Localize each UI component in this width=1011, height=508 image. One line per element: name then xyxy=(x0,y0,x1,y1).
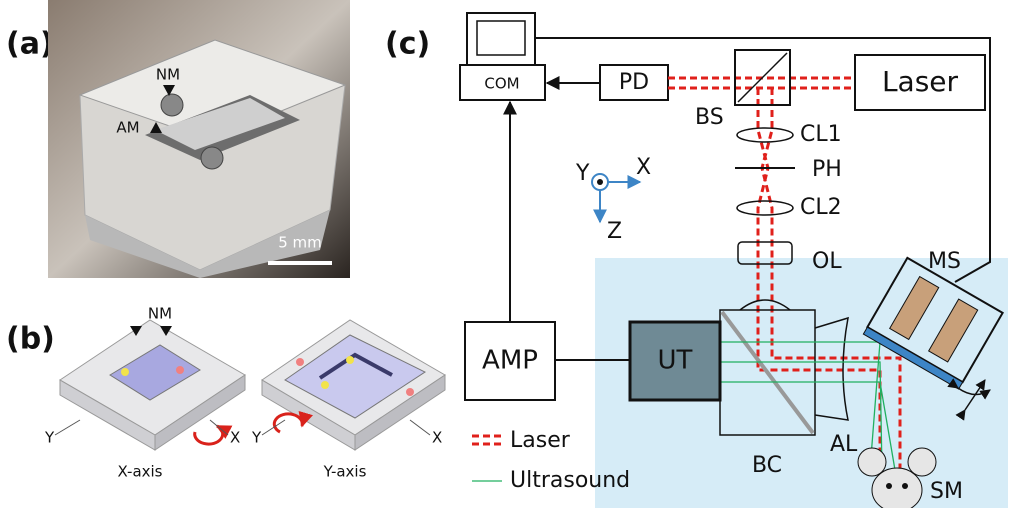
axis-label: X xyxy=(432,429,442,447)
axis-origin-dot xyxy=(597,179,603,185)
legend-label: Laser xyxy=(510,428,571,453)
component-label: CL2 xyxy=(800,195,842,220)
annotation: NM xyxy=(148,305,172,323)
component-label: OL xyxy=(812,249,842,274)
axis-label: X xyxy=(636,155,651,180)
axis-label: Y xyxy=(575,161,590,186)
device-sketch xyxy=(55,320,445,450)
lens xyxy=(737,128,793,142)
annotation: NM xyxy=(156,66,180,84)
caption: Y-axis xyxy=(323,463,367,481)
component-label: UT xyxy=(658,346,693,376)
component-label: AL xyxy=(830,432,858,457)
axis-label: Z xyxy=(607,219,622,244)
panel-label: (c) xyxy=(385,27,430,62)
component-label: COM xyxy=(484,75,519,93)
annotation: AM xyxy=(116,119,139,137)
scale-label: 5 mm xyxy=(278,234,322,252)
component-label: MS xyxy=(928,249,961,274)
axis-label: Y xyxy=(44,429,55,447)
component-label: BS xyxy=(695,105,724,130)
axis-label: X xyxy=(230,429,240,447)
panel-label: (b) xyxy=(6,322,55,357)
component-label: CL1 xyxy=(800,122,842,147)
axis-label: Y xyxy=(251,429,262,447)
panel-label: (a) xyxy=(6,27,54,62)
caption: X-axis xyxy=(118,463,163,481)
component-label: SM xyxy=(930,479,963,504)
component-label: Laser xyxy=(882,65,959,98)
lens xyxy=(737,201,793,215)
legend-label: Ultrasound xyxy=(510,468,630,493)
component-label: AMP xyxy=(482,346,538,376)
component-label: PH xyxy=(812,157,842,182)
component-label: PD xyxy=(619,70,649,95)
figure: (a) NM AM 5 mm (b) NM Y X X-axis Y X Y-a… xyxy=(0,0,1011,508)
component-label: BC xyxy=(752,453,782,478)
